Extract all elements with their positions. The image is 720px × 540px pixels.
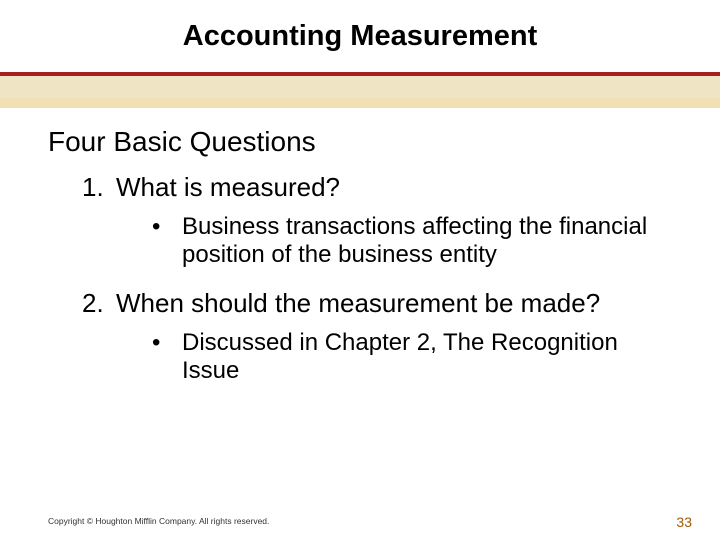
title-underband — [0, 76, 720, 98]
item-number: 1. — [82, 172, 116, 203]
title-region: Accounting Measurement — [0, 0, 720, 76]
copyright-text: Copyright © Houghton Mifflin Company. Al… — [48, 516, 269, 526]
bullet-text: Business transactions affecting the fina… — [182, 213, 652, 268]
bullet-icon: • — [152, 329, 182, 384]
item-number: 2. — [82, 288, 116, 319]
bullet-item-2a: • Discussed in Chapter 2, The Recognitio… — [152, 329, 652, 384]
bullet-item-1a: • Business transactions affecting the fi… — [152, 213, 652, 268]
item-text: What is measured? — [116, 172, 672, 203]
bullet-icon: • — [152, 213, 182, 268]
numbered-item-2: 2. When should the measurement be made? — [82, 288, 672, 319]
slide: Accounting Measurement Four Basic Questi… — [0, 0, 720, 540]
page-number: 33 — [676, 514, 692, 530]
item-text: When should the measurement be made? — [116, 288, 672, 319]
numbered-item-1: 1. What is measured? — [82, 172, 672, 203]
bullet-text: Discussed in Chapter 2, The Recognition … — [182, 329, 652, 384]
content-area: Four Basic Questions 1. What is measured… — [0, 108, 720, 540]
slide-title: Accounting Measurement — [183, 20, 538, 53]
content-heading: Four Basic Questions — [48, 126, 672, 158]
